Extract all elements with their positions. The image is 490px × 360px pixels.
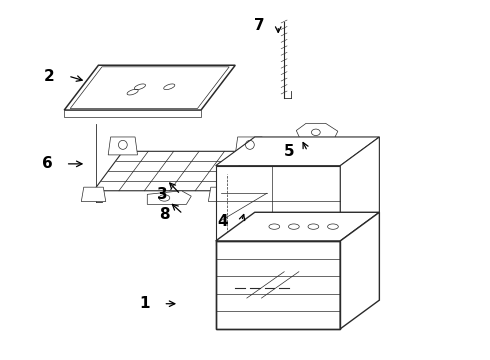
Text: 2: 2 <box>44 68 55 84</box>
Polygon shape <box>216 137 379 166</box>
Polygon shape <box>208 187 233 202</box>
Text: 3: 3 <box>157 187 167 202</box>
Text: 1: 1 <box>140 296 150 311</box>
Text: 7: 7 <box>254 18 265 33</box>
Text: 6: 6 <box>42 156 52 171</box>
Polygon shape <box>81 187 106 202</box>
Polygon shape <box>94 151 250 191</box>
Polygon shape <box>340 137 379 244</box>
Text: 4: 4 <box>218 214 228 229</box>
Polygon shape <box>340 212 379 329</box>
Polygon shape <box>64 65 235 110</box>
Polygon shape <box>216 166 340 244</box>
Polygon shape <box>108 137 138 155</box>
Polygon shape <box>235 137 265 155</box>
Polygon shape <box>216 212 379 241</box>
Polygon shape <box>64 110 201 117</box>
Polygon shape <box>296 123 338 141</box>
Polygon shape <box>216 241 340 329</box>
Text: 8: 8 <box>159 207 170 221</box>
Text: 5: 5 <box>284 144 294 159</box>
Polygon shape <box>147 191 191 204</box>
